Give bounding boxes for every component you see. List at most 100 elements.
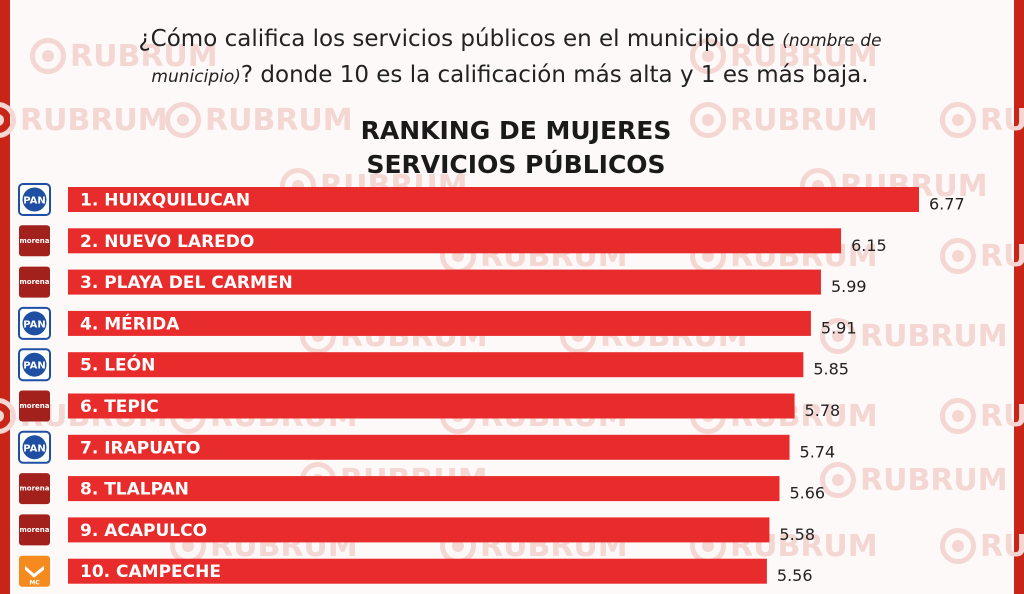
pan-logo-text: PAN bbox=[23, 443, 46, 454]
bar-label: 10. CAMPECHE bbox=[80, 562, 221, 582]
pan-logo-icon bbox=[22, 311, 47, 336]
watermark-text: RUBRUM bbox=[980, 102, 1024, 138]
bar-label: 9. ACAPULCO bbox=[80, 521, 207, 541]
rubrum-logo-icon bbox=[165, 102, 201, 138]
value-label: 5.91 bbox=[821, 318, 857, 337]
morena-logo-icon bbox=[19, 514, 50, 546]
morena-logo-text: morena bbox=[19, 278, 49, 286]
rubrum-watermark: RUBRUM bbox=[940, 398, 1024, 434]
pan-logo-icon bbox=[22, 352, 47, 377]
rubrum-logo-icon bbox=[820, 462, 856, 498]
morena-logo-text: morena bbox=[19, 237, 49, 245]
bar bbox=[68, 517, 770, 543]
party-logo-mc: MC bbox=[19, 555, 50, 587]
value-label: 6.77 bbox=[929, 195, 965, 214]
watermark-text: RUBRUM bbox=[980, 398, 1024, 434]
party-logo-morena: morena bbox=[19, 266, 50, 298]
party-logo-pan: PAN bbox=[18, 430, 51, 464]
party-logo-pan: PAN bbox=[18, 306, 51, 340]
bar bbox=[68, 228, 842, 254]
question-end: ? donde 10 es la calificación más alta y… bbox=[240, 62, 869, 88]
bar-label: 4. MÉRIDA bbox=[80, 312, 180, 334]
morena-logo-text: morena bbox=[19, 402, 49, 410]
bar bbox=[68, 187, 919, 212]
morena-logo-icon bbox=[19, 473, 50, 505]
rubrum-watermark: RUBRUM bbox=[940, 238, 1024, 274]
bar bbox=[68, 310, 811, 336]
rubrum-watermark: RUBRUM bbox=[820, 462, 1008, 498]
watermark-text: RUBRUM bbox=[20, 102, 168, 138]
watermark-text: RUBRUM bbox=[860, 462, 1008, 498]
chart-title: RANKING DE MUJERES SERVICIOS PÚBLICOS bbox=[300, 114, 732, 182]
bar-label: 2. NUEVO LAREDO bbox=[80, 232, 254, 252]
bar-row: 10. CAMPECHE 5.56 MC bbox=[19, 555, 813, 587]
rubrum-watermark: RUBRUM bbox=[30, 38, 218, 74]
morena-logo-icon bbox=[19, 390, 50, 422]
watermark-text: RUBRUM bbox=[730, 38, 878, 74]
right-border bbox=[1014, 0, 1024, 594]
rubrum-logo-icon bbox=[30, 38, 66, 74]
watermark-text: RUBRUM bbox=[205, 102, 353, 138]
title-line-2: SERVICIOS PÚBLICOS bbox=[366, 150, 666, 179]
bar-row: 9. ACAPULCO 5.58 morena bbox=[19, 514, 815, 546]
rubrum-watermark: RUBRUM bbox=[0, 102, 168, 138]
bar-row: 3. PLAYA DEL CARMEN 5.99 morena bbox=[19, 266, 867, 298]
left-border bbox=[0, 0, 10, 594]
value-label: 5.56 bbox=[777, 566, 813, 585]
mc-logo-icon bbox=[19, 555, 50, 587]
value-label: 5.66 bbox=[789, 484, 825, 503]
bar-row: 2. NUEVO LAREDO 6.15 morena bbox=[19, 225, 887, 257]
bar-label: 5. LEÓN bbox=[80, 354, 155, 376]
mc-logo-text: MC bbox=[29, 580, 40, 587]
party-logo-morena: morena bbox=[19, 225, 50, 257]
bar-label: 1. HUIXQUILUCAN bbox=[80, 191, 250, 211]
survey-question: ¿Cómo califica los servicios públicos en… bbox=[60, 22, 960, 94]
bar-row: 1. HUIXQUILUCAN 6.77 PAN bbox=[18, 183, 965, 216]
bar bbox=[68, 434, 790, 460]
rubrum-logo-icon bbox=[820, 318, 856, 354]
bar-row: 7. IRAPUATO 5.74 PAN bbox=[18, 430, 835, 464]
rubrum-watermark: RUBRUM bbox=[940, 102, 1024, 138]
watermark-text: RUBRUM bbox=[980, 528, 1024, 564]
question-start: ¿Cómo califica los servicios públicos en… bbox=[138, 26, 783, 52]
rubrum-watermark: RUBRUM bbox=[690, 38, 878, 74]
watermark-text: RUBRUM bbox=[980, 238, 1024, 274]
value-label: 5.85 bbox=[813, 360, 849, 379]
title-line-1: RANKING DE MUJERES bbox=[360, 116, 672, 145]
bar-row: 6. TEPIC 5.78 morena bbox=[19, 390, 840, 422]
pan-logo-icon bbox=[22, 187, 47, 212]
pan-logo-icon bbox=[22, 435, 47, 460]
rubrum-logo-icon bbox=[940, 102, 976, 138]
bar-label: 7. IRAPUATO bbox=[80, 438, 200, 458]
bar bbox=[68, 269, 821, 295]
morena-logo-icon bbox=[19, 225, 50, 257]
bar-label: 3. PLAYA DEL CARMEN bbox=[80, 273, 293, 293]
question-italic-1: (nombre de bbox=[782, 31, 882, 51]
rubrum-watermark: RUBRUM bbox=[940, 528, 1024, 564]
watermark-text: RUBRUM bbox=[70, 38, 218, 74]
party-logo-pan: PAN bbox=[18, 348, 51, 382]
pan-logo-text: PAN bbox=[23, 196, 46, 207]
value-label: 5.58 bbox=[779, 525, 815, 544]
bar bbox=[68, 352, 804, 378]
question-italic-2: municipio) bbox=[151, 67, 241, 87]
bar bbox=[68, 558, 767, 584]
watermark-text: RUBRUM bbox=[860, 318, 1008, 354]
bar-row: 8. TLALPAN 5.66 morena bbox=[19, 473, 825, 505]
rubrum-watermark: RUBRUM bbox=[820, 318, 1008, 354]
party-logo-pan: PAN bbox=[18, 183, 51, 216]
bar-label: 8. TLALPAN bbox=[80, 480, 189, 500]
morena-logo-icon bbox=[19, 266, 50, 298]
morena-logo-text: morena bbox=[19, 526, 49, 534]
party-logo-morena: morena bbox=[19, 473, 50, 505]
party-logo-morena: morena bbox=[19, 390, 50, 422]
value-label: 6.15 bbox=[851, 236, 887, 255]
party-logo-morena: morena bbox=[19, 514, 50, 546]
morena-logo-text: morena bbox=[19, 485, 49, 493]
rubrum-logo-icon bbox=[940, 238, 976, 274]
pan-logo-text: PAN bbox=[23, 361, 46, 372]
rubrum-logo-icon bbox=[690, 38, 726, 74]
rubrum-watermark: RUBRUM bbox=[165, 102, 353, 138]
rubrum-logo-icon bbox=[690, 102, 726, 138]
